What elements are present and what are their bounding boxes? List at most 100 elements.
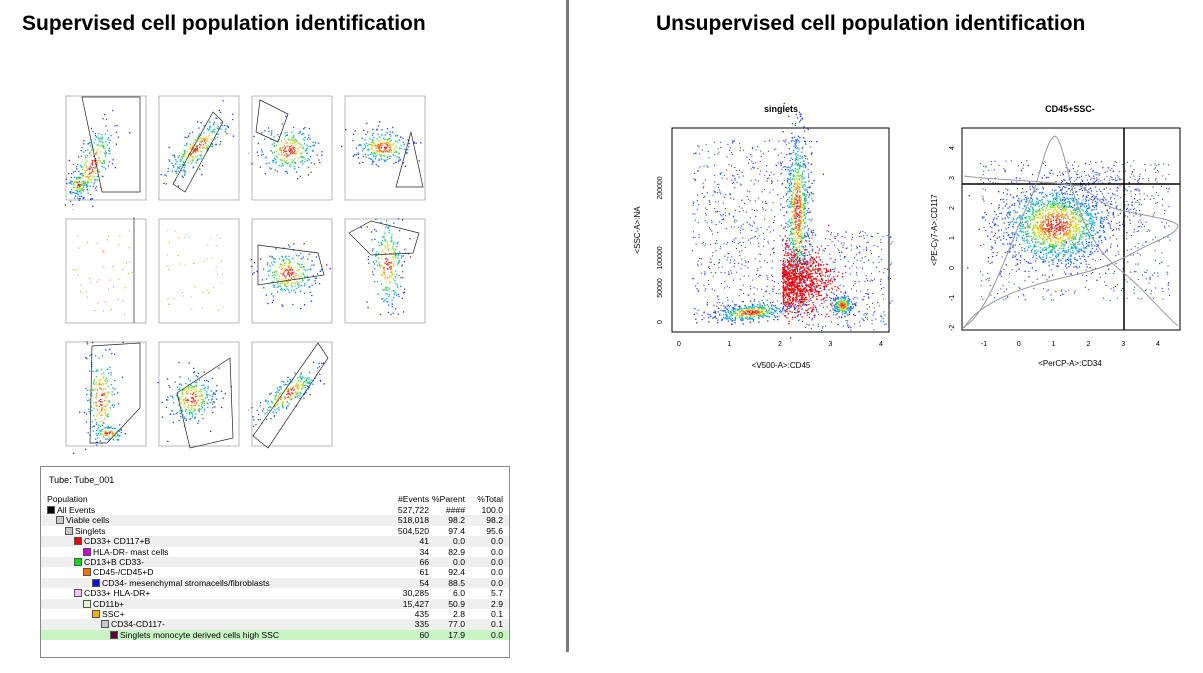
- gating-plot-9: [62, 338, 150, 456]
- events-cell: 335: [414, 619, 429, 630]
- population-name: Singlets: [65, 526, 106, 536]
- population-color-swatch: [83, 547, 91, 556]
- cd117-histogram-curve: [963, 175, 1179, 329]
- events-cell: 66: [419, 557, 429, 567]
- sparse-events: [72, 230, 133, 316]
- y-tick-label: 0: [949, 266, 956, 270]
- gating-plot-7: [248, 215, 336, 333]
- population-name: SSC+: [92, 609, 125, 619]
- y-tick-label: 1: [949, 236, 956, 240]
- events-cell: 15,427: [402, 598, 429, 609]
- y-tick-label: 3: [949, 176, 956, 180]
- population-color-swatch: [101, 620, 109, 629]
- big-plot-1-yticks: 0 50000 100000 200000: [657, 176, 664, 324]
- x-tick-label: 3: [829, 341, 833, 348]
- event-cluster: [250, 243, 331, 310]
- population-name: CD13+B CD33-: [74, 557, 144, 567]
- population-name: CD33+ HLA-DR+: [74, 588, 150, 598]
- gating-plot-frame: [158, 95, 240, 201]
- population-label: CD11b+: [93, 598, 125, 609]
- population-color-swatch: [74, 558, 82, 566]
- parent-cell: 82.9: [448, 546, 465, 557]
- gating-plot-2: [155, 92, 243, 210]
- gating-plot-frame: [251, 218, 333, 324]
- gating-plot-events: [248, 115, 323, 180]
- total-cell: 100.0: [481, 505, 503, 515]
- table-row[interactable]: CD34- mesenchymal stromacells/fibroblast…: [41, 577, 509, 589]
- big-plot-2-xticks: -1 0 1 2 3 4: [981, 341, 1160, 348]
- total-cell: 0.1: [491, 609, 503, 619]
- gating-plot-svg: [341, 95, 426, 201]
- table-row[interactable]: Singlets monocyte derived cells high SSC…: [41, 629, 509, 641]
- sparse-events-2: [167, 237, 222, 311]
- total-cell: 0.0: [491, 546, 503, 557]
- population-name: CD34- mesenchymal stromacells/fibroblast…: [92, 578, 270, 588]
- parent-cell: 98.2: [448, 515, 465, 526]
- population-label: Singlets monocyte derived cells high SSC: [120, 629, 280, 640]
- events-cell: 61: [419, 567, 429, 578]
- gating-plot-svg: [65, 217, 147, 324]
- cd45-ssc-density-plot: CD45+SSC- <PerCP-A>:CD34 <PE-Cy7-A>:CD11…: [920, 100, 1190, 370]
- parent-cell: 0.0: [453, 536, 465, 547]
- table-row[interactable]: CD45-/CD45+D 61 92.4 0.0: [41, 567, 509, 577]
- gating-plot-frame: [344, 218, 426, 324]
- x-tick-label: 3: [1121, 341, 1125, 348]
- table-row[interactable]: Singlets 504,520 97.4 95.6: [41, 526, 509, 536]
- gating-plot-frame: [65, 341, 147, 447]
- gating-plot-svg: [248, 95, 333, 201]
- population-label: CD45-/CD45+D: [93, 567, 154, 578]
- event-cluster: [160, 100, 234, 187]
- table-row[interactable]: CD34-CD117- 335 77.0 0.1: [41, 619, 509, 630]
- table-row[interactable]: CD33+ HLA-DR+ 30,285 6.0 5.7: [41, 588, 509, 598]
- population-color-swatch: [56, 516, 64, 525]
- event-cluster: [360, 218, 412, 316]
- population-color-swatch: [110, 630, 118, 639]
- unsupervised-title: Unsupervised cell population identificat…: [656, 12, 1086, 35]
- event-cluster: [68, 163, 91, 200]
- events-cell: 41: [419, 536, 429, 547]
- population-color-swatch: [74, 537, 82, 546]
- table-row[interactable]: SSC+ 435 2.8 0.1: [41, 609, 509, 619]
- monocyte-cluster: [830, 291, 860, 318]
- header-population: Population: [47, 494, 88, 504]
- header-events: #Events: [397, 494, 429, 504]
- big-plot-2-ylabel: <PE-Cy7-A>:CD117: [930, 194, 939, 266]
- parent-cell: 92.4: [448, 567, 465, 578]
- gate-polygon: [395, 131, 424, 188]
- gating-plot-events: [72, 230, 133, 316]
- big-plot-2-xlabel: <PerCP-A>:CD34: [1038, 359, 1102, 368]
- population-label: All Events: [57, 505, 96, 515]
- event-cluster: [248, 361, 325, 427]
- population-name: Singlets monocyte derived cells high SSC: [110, 630, 279, 640]
- gate-polygon: [255, 99, 289, 143]
- sparse-events: [980, 160, 1171, 302]
- table-row[interactable]: All Events 527,722 #### 100.0: [41, 505, 509, 515]
- big-plot-1-frame: [671, 127, 890, 333]
- parent-cell: 6.0: [453, 588, 465, 599]
- events-cell: 435: [414, 609, 429, 619]
- table-row[interactable]: CD11b+ 15,427 50.9 2.9: [41, 598, 509, 609]
- y-tick-label: -2: [949, 325, 956, 331]
- population-label: CD34- mesenchymal stromacells/fibroblast…: [102, 577, 270, 588]
- population-name: Viable cells: [56, 515, 109, 525]
- total-cell: 5.7: [491, 588, 503, 599]
- table-row[interactable]: Viable cells 518,018 98.2 98.2: [41, 515, 509, 526]
- x-tick-label: 4: [1156, 341, 1160, 348]
- events-cell: 518,018: [397, 515, 429, 526]
- y-tick-label: -1: [949, 295, 956, 301]
- sparse-events: [166, 230, 224, 309]
- population-label: SSC+: [102, 609, 125, 619]
- population-table: Tube: Tube_001 Population #Events %Paren…: [40, 466, 510, 658]
- gating-plot-11: [248, 338, 336, 456]
- y-tick-label: 100000: [657, 246, 664, 269]
- table-row[interactable]: HLA-DR- mast cells 34 82.9 0.0: [41, 547, 509, 557]
- gate-polygon: [348, 220, 420, 256]
- table-row[interactable]: CD13+B CD33- 66 0.0 0.0: [41, 557, 509, 568]
- table-row[interactable]: CD33+ CD117+B 41 0.0 0.0: [41, 536, 509, 547]
- x-tick-label: 1: [1052, 341, 1056, 348]
- events-cell: 60: [419, 629, 429, 640]
- gating-plot-events: [360, 218, 412, 316]
- parent-cell: ####: [445, 505, 465, 515]
- big-plot-1-title: singlets: [764, 104, 798, 114]
